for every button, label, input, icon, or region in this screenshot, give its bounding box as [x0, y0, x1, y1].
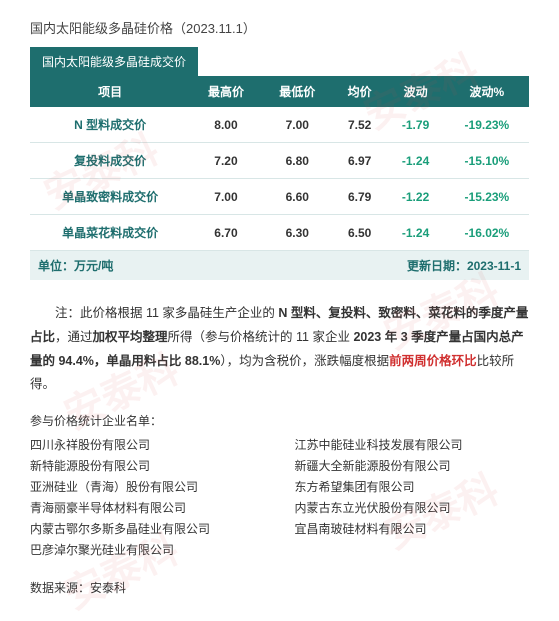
cell-low: 6.60 — [262, 179, 333, 215]
cell-low: 6.30 — [262, 215, 333, 251]
col-delta: 波动 — [386, 76, 444, 107]
note-text: ，通过 — [55, 330, 93, 344]
cell-avg: 6.79 — [333, 179, 386, 215]
cell-delta: -1.79 — [386, 107, 444, 143]
company-item: 内蒙古东立光伏股份有限公司 — [295, 498, 530, 519]
cell-avg: 6.97 — [333, 143, 386, 179]
col-high: 最高价 — [190, 76, 261, 107]
cell-low: 7.00 — [262, 107, 333, 143]
note-block: 注：此价格根据 11 家多晶硅生产企业的 N 型料、复投料、致密料、菜花料的季度… — [30, 302, 529, 397]
company-item: 江苏中能硅业科技发展有限公司 — [295, 435, 530, 456]
cell-name: 复投料成交价 — [30, 143, 190, 179]
cell-pct: -16.02% — [445, 215, 529, 251]
page-title: 国内太阳能级多晶硅价格（2023.11.1） — [30, 18, 529, 37]
company-item: 青海丽豪半导体材料有限公司 — [30, 498, 265, 519]
company-item: 新疆大全新能源股份有限公司 — [295, 456, 530, 477]
table-row: 复投料成交价 7.20 6.80 6.97 -1.24 -15.10% — [30, 143, 529, 179]
cell-high: 7.00 — [190, 179, 261, 215]
col-item: 项目 — [30, 76, 190, 107]
cell-pct: -15.23% — [445, 179, 529, 215]
cell-name: 单晶菜花料成交价 — [30, 215, 190, 251]
update-date: 2023-11-1 — [467, 259, 521, 273]
company-item: 宜昌南玻硅材料有限公司 — [295, 519, 530, 540]
cell-high: 7.20 — [190, 143, 261, 179]
cell-avg: 6.50 — [333, 215, 386, 251]
cell-name: N 型料成交价 — [30, 107, 190, 143]
cell-low: 6.80 — [262, 143, 333, 179]
cell-high: 8.00 — [190, 107, 261, 143]
cell-high: 6.70 — [190, 215, 261, 251]
company-list-title: 参与价格统计企业名单： — [30, 411, 529, 433]
update-label: 更新日期： — [407, 259, 467, 273]
col-low: 最低价 — [262, 76, 333, 107]
table-row: 单晶致密料成交价 7.00 6.60 6.79 -1.22 -15.23% — [30, 179, 529, 215]
cell-delta: -1.24 — [386, 143, 444, 179]
company-item: 巴彦淖尔聚光硅业有限公司 — [30, 540, 265, 561]
cell-avg: 7.52 — [333, 107, 386, 143]
col-avg: 均价 — [333, 76, 386, 107]
cell-pct: -19.23% — [445, 107, 529, 143]
cell-delta: -1.24 — [386, 215, 444, 251]
company-item: 亚洲硅业（青海）股份有限公司 — [30, 477, 265, 498]
company-item: 东方希望集团有限公司 — [295, 477, 530, 498]
col-pct: 波动% — [445, 76, 529, 107]
unit-row: 单位：万元/吨 更新日期：2023-11-1 — [30, 251, 529, 281]
company-col-right: 江苏中能硅业科技发展有限公司 新疆大全新能源股份有限公司 东方希望集团有限公司 … — [295, 435, 530, 561]
price-table: 项目 最高价 最低价 均价 波动 波动% N 型料成交价 8.00 7.00 7… — [30, 76, 529, 280]
company-item: 四川永祥股份有限公司 — [30, 435, 265, 456]
table-header-row: 项目 最高价 最低价 均价 波动 波动% — [30, 76, 529, 107]
table-row: N 型料成交价 8.00 7.00 7.52 -1.79 -19.23% — [30, 107, 529, 143]
note-text: 所得（参与价格统计的 11 家企业 — [168, 330, 354, 344]
update-date-cell: 更新日期：2023-11-1 — [333, 251, 529, 281]
data-source: 数据来源：安泰科 — [30, 579, 529, 596]
company-columns: 四川永祥股份有限公司 新特能源股份有限公司 亚洲硅业（青海）股份有限公司 青海丽… — [30, 435, 529, 561]
cell-pct: -15.10% — [445, 143, 529, 179]
note-text: ），均为含税价，涨跌幅度根据 — [220, 354, 389, 368]
tab-price: 国内太阳能级多晶硅成交价 — [30, 47, 198, 76]
company-col-left: 四川永祥股份有限公司 新特能源股份有限公司 亚洲硅业（青海）股份有限公司 青海丽… — [30, 435, 265, 561]
note-text: 注：此价格根据 11 家多晶硅生产企业的 — [55, 306, 278, 320]
unit-label: 单位：万元/吨 — [30, 251, 333, 281]
company-item: 新特能源股份有限公司 — [30, 456, 265, 477]
cell-delta: -1.22 — [386, 179, 444, 215]
note-bold: 加权平均整理 — [93, 330, 168, 344]
table-row: 单晶菜花料成交价 6.70 6.30 6.50 -1.24 -16.02% — [30, 215, 529, 251]
company-item: 内蒙古鄂尔多斯多晶硅业有限公司 — [30, 519, 265, 540]
note-red: 前两周价格环比 — [389, 354, 477, 368]
cell-name: 单晶致密料成交价 — [30, 179, 190, 215]
